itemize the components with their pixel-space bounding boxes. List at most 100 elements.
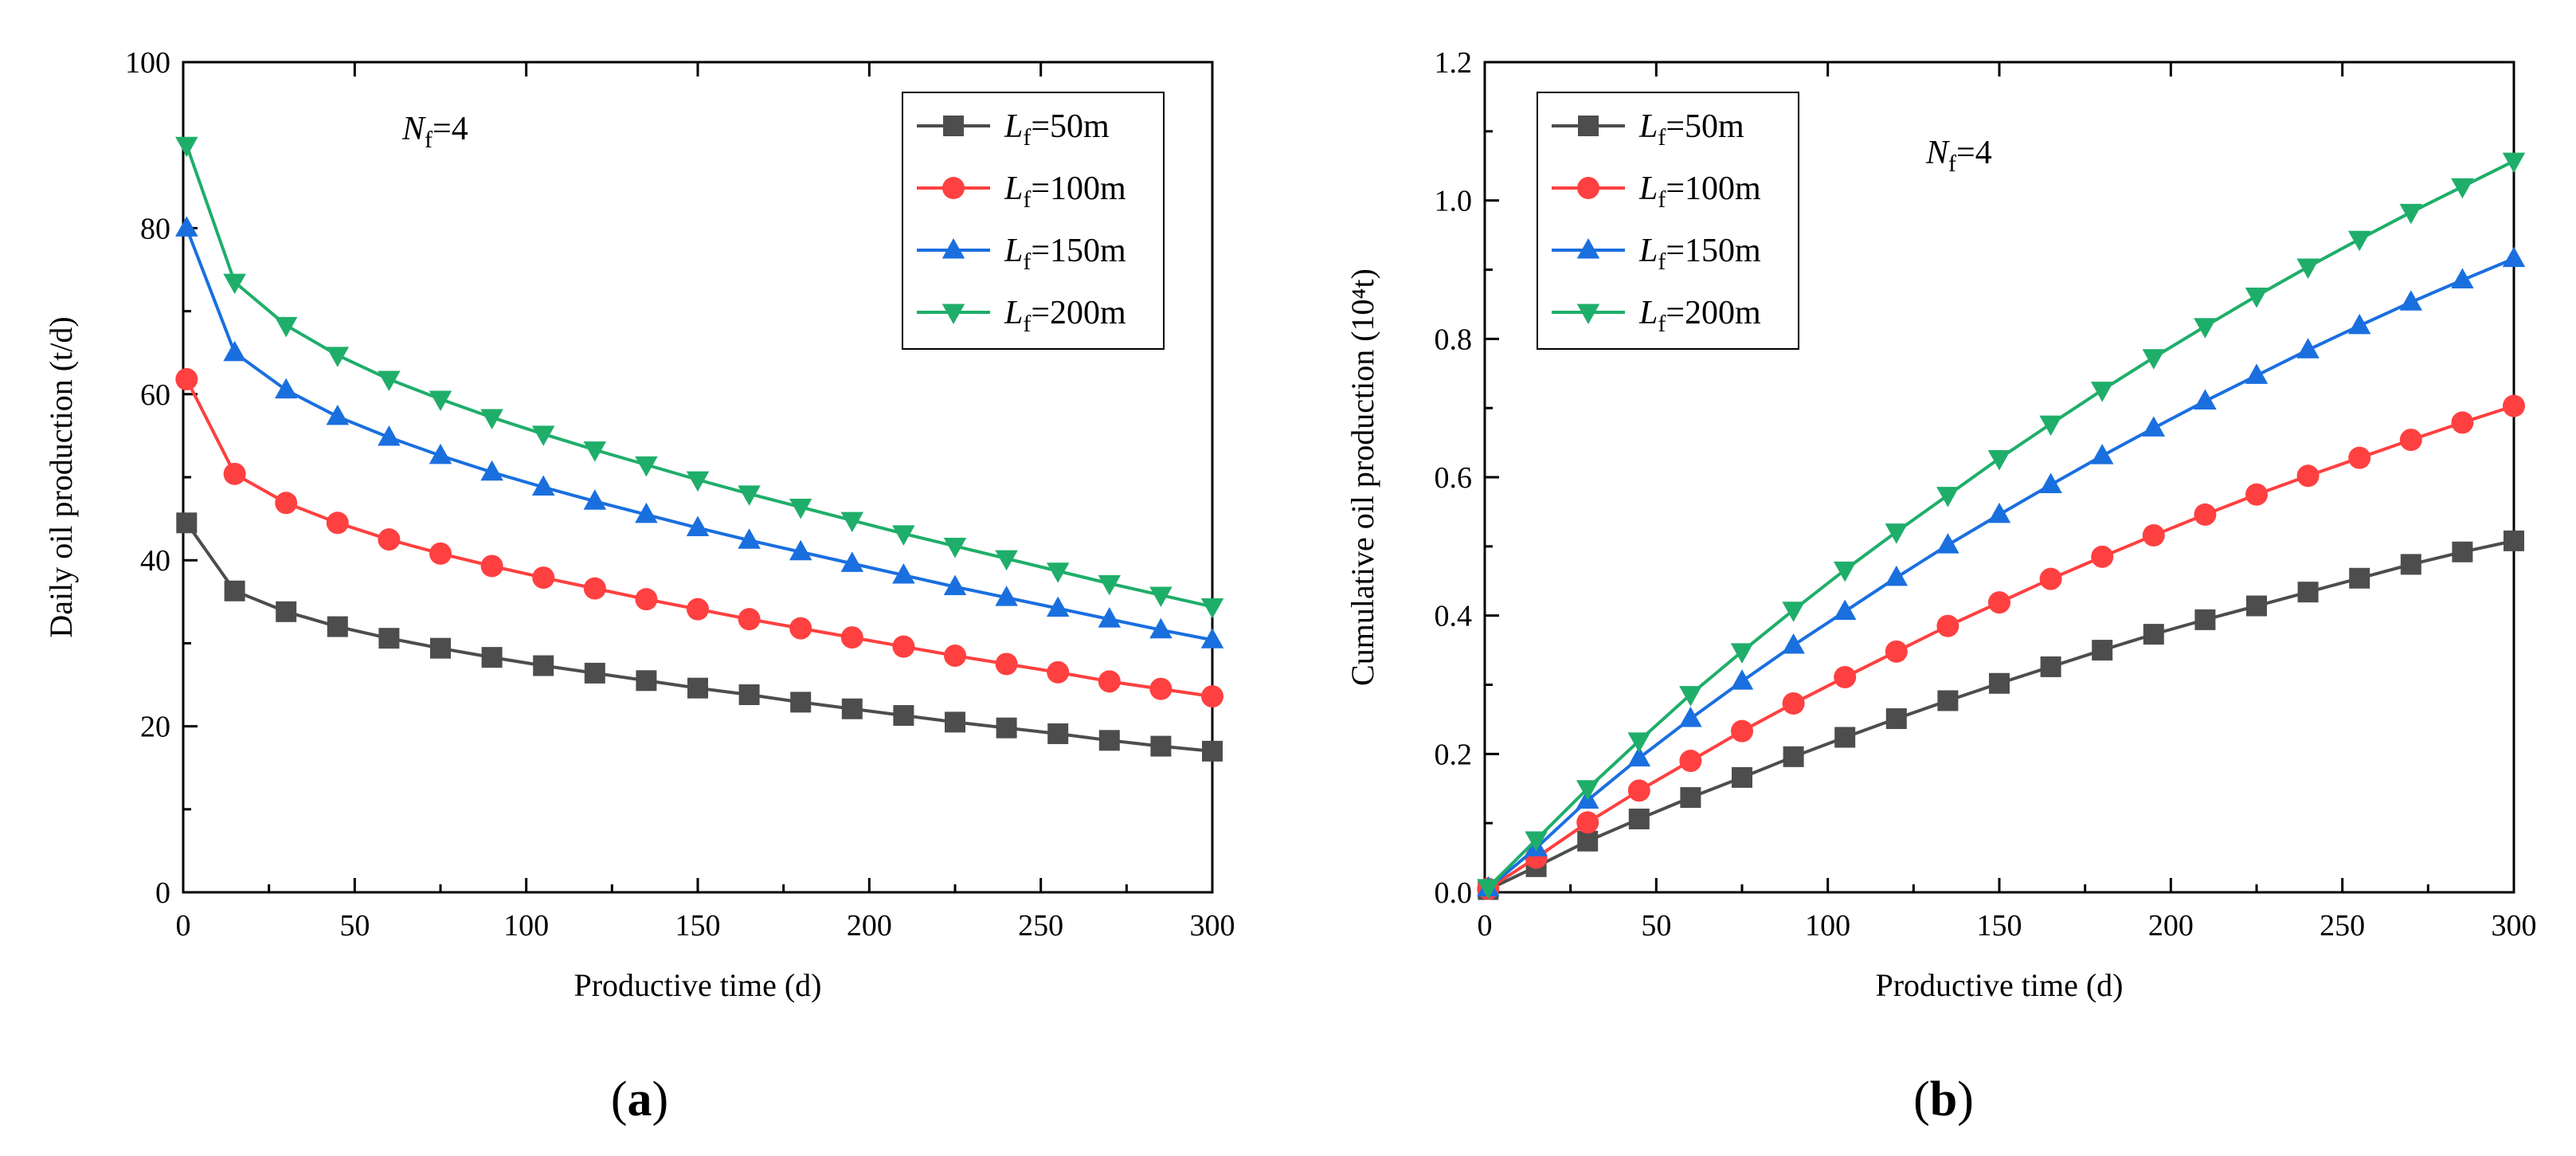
y-tick-label: 0.0	[1435, 876, 1473, 910]
data-point	[2502, 152, 2526, 174]
data-point	[1679, 750, 1702, 773]
data-point	[2297, 582, 2319, 603]
data-point	[1989, 672, 2010, 694]
data-point	[2039, 472, 2062, 494]
x-tick-label: 200	[847, 909, 892, 942]
data-point	[635, 502, 658, 523]
data-point	[687, 677, 708, 699]
x-tick-label: 50	[339, 909, 370, 942]
data-point	[2296, 258, 2320, 280]
data-point	[1628, 808, 1650, 829]
data-point	[378, 425, 401, 446]
data-point	[1834, 727, 1856, 748]
data-point	[583, 489, 607, 510]
data-point	[1885, 708, 1907, 730]
data-point	[1576, 811, 1599, 834]
data-point	[1936, 533, 1959, 554]
data-point	[995, 550, 1018, 571]
x-tick-label: 0	[176, 909, 191, 942]
legend-marker	[1578, 116, 1599, 136]
data-point	[175, 216, 198, 237]
legend-item: Lf=150m	[917, 233, 1126, 275]
data-point	[2194, 389, 2217, 409]
series-Lf=150m	[175, 216, 1224, 649]
data-point	[430, 637, 451, 659]
series-Lf=200m	[175, 136, 1224, 619]
x-tick-label: 250	[2320, 909, 2365, 942]
data-point	[2090, 382, 2114, 402]
x-tick-label: 150	[1977, 909, 2022, 942]
data-point	[1885, 523, 1909, 544]
y-tick-label: 0.6	[1435, 461, 1473, 495]
data-point	[1577, 830, 1599, 852]
data-point	[2092, 640, 2113, 661]
data-point	[175, 136, 198, 158]
data-point	[2091, 545, 2114, 568]
legend-item: Lf=50m	[917, 108, 1110, 151]
data-point	[176, 512, 198, 534]
data-point	[1987, 502, 2011, 523]
data-point	[378, 370, 401, 392]
data-point	[378, 528, 401, 551]
data-point	[2400, 554, 2421, 575]
legend-marker	[1576, 238, 1600, 259]
data-point	[2502, 246, 2526, 268]
data-point	[789, 617, 812, 640]
legend-label: Lf=100m	[1004, 170, 1126, 213]
data-point	[1730, 643, 1754, 664]
data-point	[532, 566, 555, 590]
data-point	[1936, 614, 1959, 637]
data-point	[1833, 599, 1857, 620]
legend-label: Lf=100m	[1638, 170, 1761, 213]
data-point	[738, 528, 761, 549]
data-point	[1150, 735, 1172, 757]
data-point	[1200, 598, 1224, 619]
data-point	[1731, 719, 1753, 743]
data-point	[1576, 780, 1599, 801]
x-axis-label: Productive time (d)	[574, 967, 821, 1003]
data-point	[175, 368, 198, 391]
data-point	[892, 562, 915, 584]
data-point	[636, 670, 657, 692]
data-point	[635, 456, 658, 477]
data-point	[738, 684, 760, 706]
data-point	[943, 537, 967, 558]
data-point	[2142, 416, 2166, 437]
legend-marker	[942, 238, 965, 259]
legend-label: Lf=150m	[1638, 233, 1761, 275]
data-point	[1627, 779, 1650, 802]
data-point	[2039, 415, 2062, 437]
data-point	[2504, 530, 2524, 551]
data-point	[738, 608, 761, 631]
data-point	[943, 574, 967, 596]
series-Lf=100m	[175, 368, 1223, 708]
data-point	[326, 347, 350, 367]
data-point	[2349, 567, 2370, 589]
data-point	[1627, 732, 1651, 753]
data-point	[2451, 411, 2474, 434]
legend-item: Lf=100m	[917, 170, 1126, 213]
data-point	[893, 705, 914, 727]
legend-item: Lf=200m	[917, 295, 1126, 337]
data-point	[583, 441, 607, 462]
data-point	[1680, 787, 1701, 809]
data-point	[1834, 665, 1857, 688]
data-point	[2347, 230, 2371, 252]
y-tick-label: 0	[155, 876, 170, 910]
panel-caption: (a)	[611, 1072, 668, 1127]
data-point	[224, 580, 245, 602]
data-point	[2399, 429, 2422, 452]
data-point	[326, 511, 349, 535]
data-point	[429, 390, 452, 412]
legend-marker	[1577, 177, 1599, 199]
data-point	[1098, 607, 1122, 628]
data-point	[738, 485, 761, 506]
x-tick-label: 300	[2492, 909, 2537, 942]
data-point	[2040, 656, 2061, 677]
y-tick-label: 20	[140, 711, 170, 744]
legend-marker	[1576, 304, 1600, 324]
data-point	[2246, 595, 2267, 617]
data-point	[1782, 633, 1805, 654]
legend-label: Lf=200m	[1638, 295, 1761, 337]
data-point	[635, 588, 658, 611]
